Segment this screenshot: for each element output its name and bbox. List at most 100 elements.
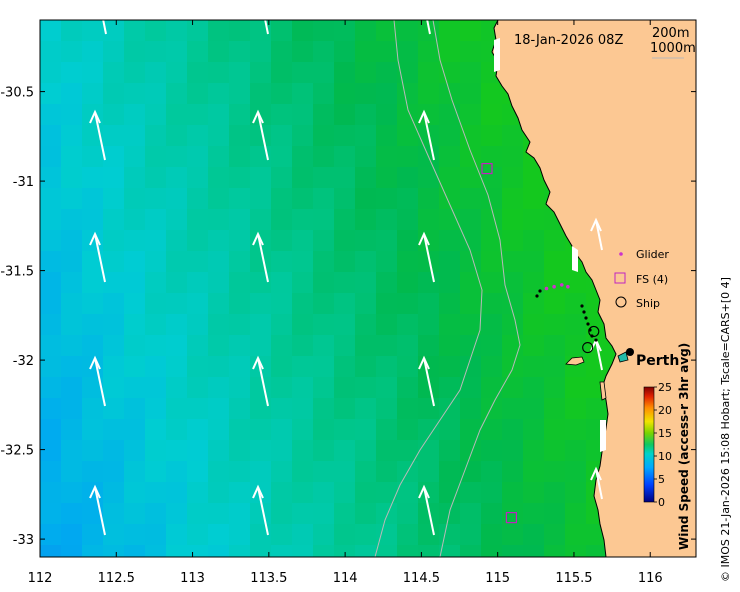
wind-cell bbox=[565, 482, 587, 504]
wind-cell bbox=[271, 209, 293, 231]
wind-cell bbox=[460, 482, 482, 504]
x-tick-label: 113.5 bbox=[250, 571, 287, 586]
wind-cell bbox=[502, 419, 524, 441]
wind-cell bbox=[418, 272, 440, 294]
wind-cell bbox=[481, 230, 503, 252]
wind-cell bbox=[229, 146, 251, 168]
wind-cell bbox=[481, 104, 503, 126]
wind-cell bbox=[418, 41, 440, 63]
wind-cell bbox=[313, 41, 335, 63]
wind-cell bbox=[271, 293, 293, 315]
wind-cell bbox=[229, 83, 251, 105]
wind-arrow bbox=[102, 20, 107, 35]
wind-cell bbox=[481, 503, 503, 525]
wind-cell bbox=[271, 272, 293, 294]
wind-cell bbox=[229, 566, 251, 588]
wind-cell bbox=[544, 356, 566, 378]
wind-cell bbox=[103, 524, 125, 546]
wind-arrow bbox=[418, 231, 435, 283]
wind-cell bbox=[565, 545, 587, 557]
wind-cell bbox=[460, 83, 482, 105]
wind-cell bbox=[439, 482, 461, 504]
wind-cell bbox=[271, 125, 293, 147]
wind-cell bbox=[460, 419, 482, 441]
wind-cell bbox=[187, 419, 209, 441]
wind-cell bbox=[334, 230, 356, 252]
wind-cell bbox=[208, 209, 230, 231]
wind-cell bbox=[61, 482, 83, 504]
wind-cell bbox=[544, 440, 566, 462]
wind-cell bbox=[481, 251, 503, 273]
wind-cell bbox=[481, 335, 503, 357]
wind-cell bbox=[460, 188, 482, 210]
wind-cell bbox=[397, 440, 419, 462]
wind-cell bbox=[166, 230, 188, 252]
wind-cell bbox=[460, 377, 482, 399]
wind-cell bbox=[187, 230, 209, 252]
wind-cell bbox=[502, 188, 524, 210]
wind-cell bbox=[40, 398, 62, 420]
wind-cell bbox=[271, 146, 293, 168]
wind-cell bbox=[229, 209, 251, 231]
wind-cell bbox=[376, 251, 398, 273]
wind-cell bbox=[544, 398, 566, 420]
wind-cell bbox=[313, 188, 335, 210]
wind-cell bbox=[355, 125, 377, 147]
wind-cell bbox=[166, 293, 188, 315]
wind-cell bbox=[166, 146, 188, 168]
wind-cell bbox=[61, 167, 83, 189]
colorbar-tick-label: 25 bbox=[658, 381, 672, 394]
wind-cell bbox=[166, 272, 188, 294]
wind-cell bbox=[418, 293, 440, 315]
wind-cell bbox=[103, 419, 125, 441]
coast-gap-1 bbox=[494, 38, 500, 72]
wind-cell bbox=[481, 482, 503, 504]
wind-cell bbox=[124, 524, 146, 546]
contour-label-1000m: 1000m bbox=[650, 41, 696, 56]
wind-cell bbox=[82, 419, 104, 441]
wind-cell bbox=[439, 167, 461, 189]
colorbar-tick-label: 20 bbox=[658, 404, 672, 417]
wind-cell bbox=[523, 524, 545, 546]
wind-cell bbox=[82, 356, 104, 378]
wind-cell bbox=[40, 356, 62, 378]
wind-cell bbox=[334, 20, 356, 42]
wind-cell bbox=[502, 398, 524, 420]
x-tick-label: 112.5 bbox=[98, 571, 135, 586]
wind-cell bbox=[460, 566, 482, 588]
wind-cell bbox=[187, 356, 209, 378]
wind-cell bbox=[355, 293, 377, 315]
wind-cell bbox=[103, 545, 125, 557]
wind-cell bbox=[229, 419, 251, 441]
wind-cell bbox=[313, 356, 335, 378]
wind-cell bbox=[145, 125, 167, 147]
wind-cell bbox=[355, 230, 377, 252]
wind-cell bbox=[313, 482, 335, 504]
garden-island bbox=[599, 381, 607, 401]
wind-cell bbox=[208, 419, 230, 441]
ship-positions bbox=[582, 325, 600, 354]
wind-arrow bbox=[590, 217, 603, 251]
wind-cell bbox=[187, 20, 209, 42]
wind-cell bbox=[502, 377, 524, 399]
ship-marker bbox=[582, 342, 594, 354]
wind-cell bbox=[145, 419, 167, 441]
wind-cell bbox=[355, 104, 377, 126]
wind-cell bbox=[145, 230, 167, 252]
wind-cell bbox=[502, 545, 524, 557]
wind-cell bbox=[334, 314, 356, 336]
wind-cell bbox=[40, 419, 62, 441]
wind-cell bbox=[271, 419, 293, 441]
wind-cell bbox=[250, 188, 272, 210]
wind-cell bbox=[208, 41, 230, 63]
wind-cell bbox=[355, 524, 377, 546]
wind-cell bbox=[40, 188, 62, 210]
wind-cell bbox=[523, 461, 545, 483]
wind-cell bbox=[61, 356, 83, 378]
wind-cell bbox=[376, 524, 398, 546]
wind-cell bbox=[523, 314, 545, 336]
wind-cell bbox=[481, 461, 503, 483]
wind-cell bbox=[40, 377, 62, 399]
wind-cell bbox=[355, 167, 377, 189]
wind-cell bbox=[103, 272, 125, 294]
